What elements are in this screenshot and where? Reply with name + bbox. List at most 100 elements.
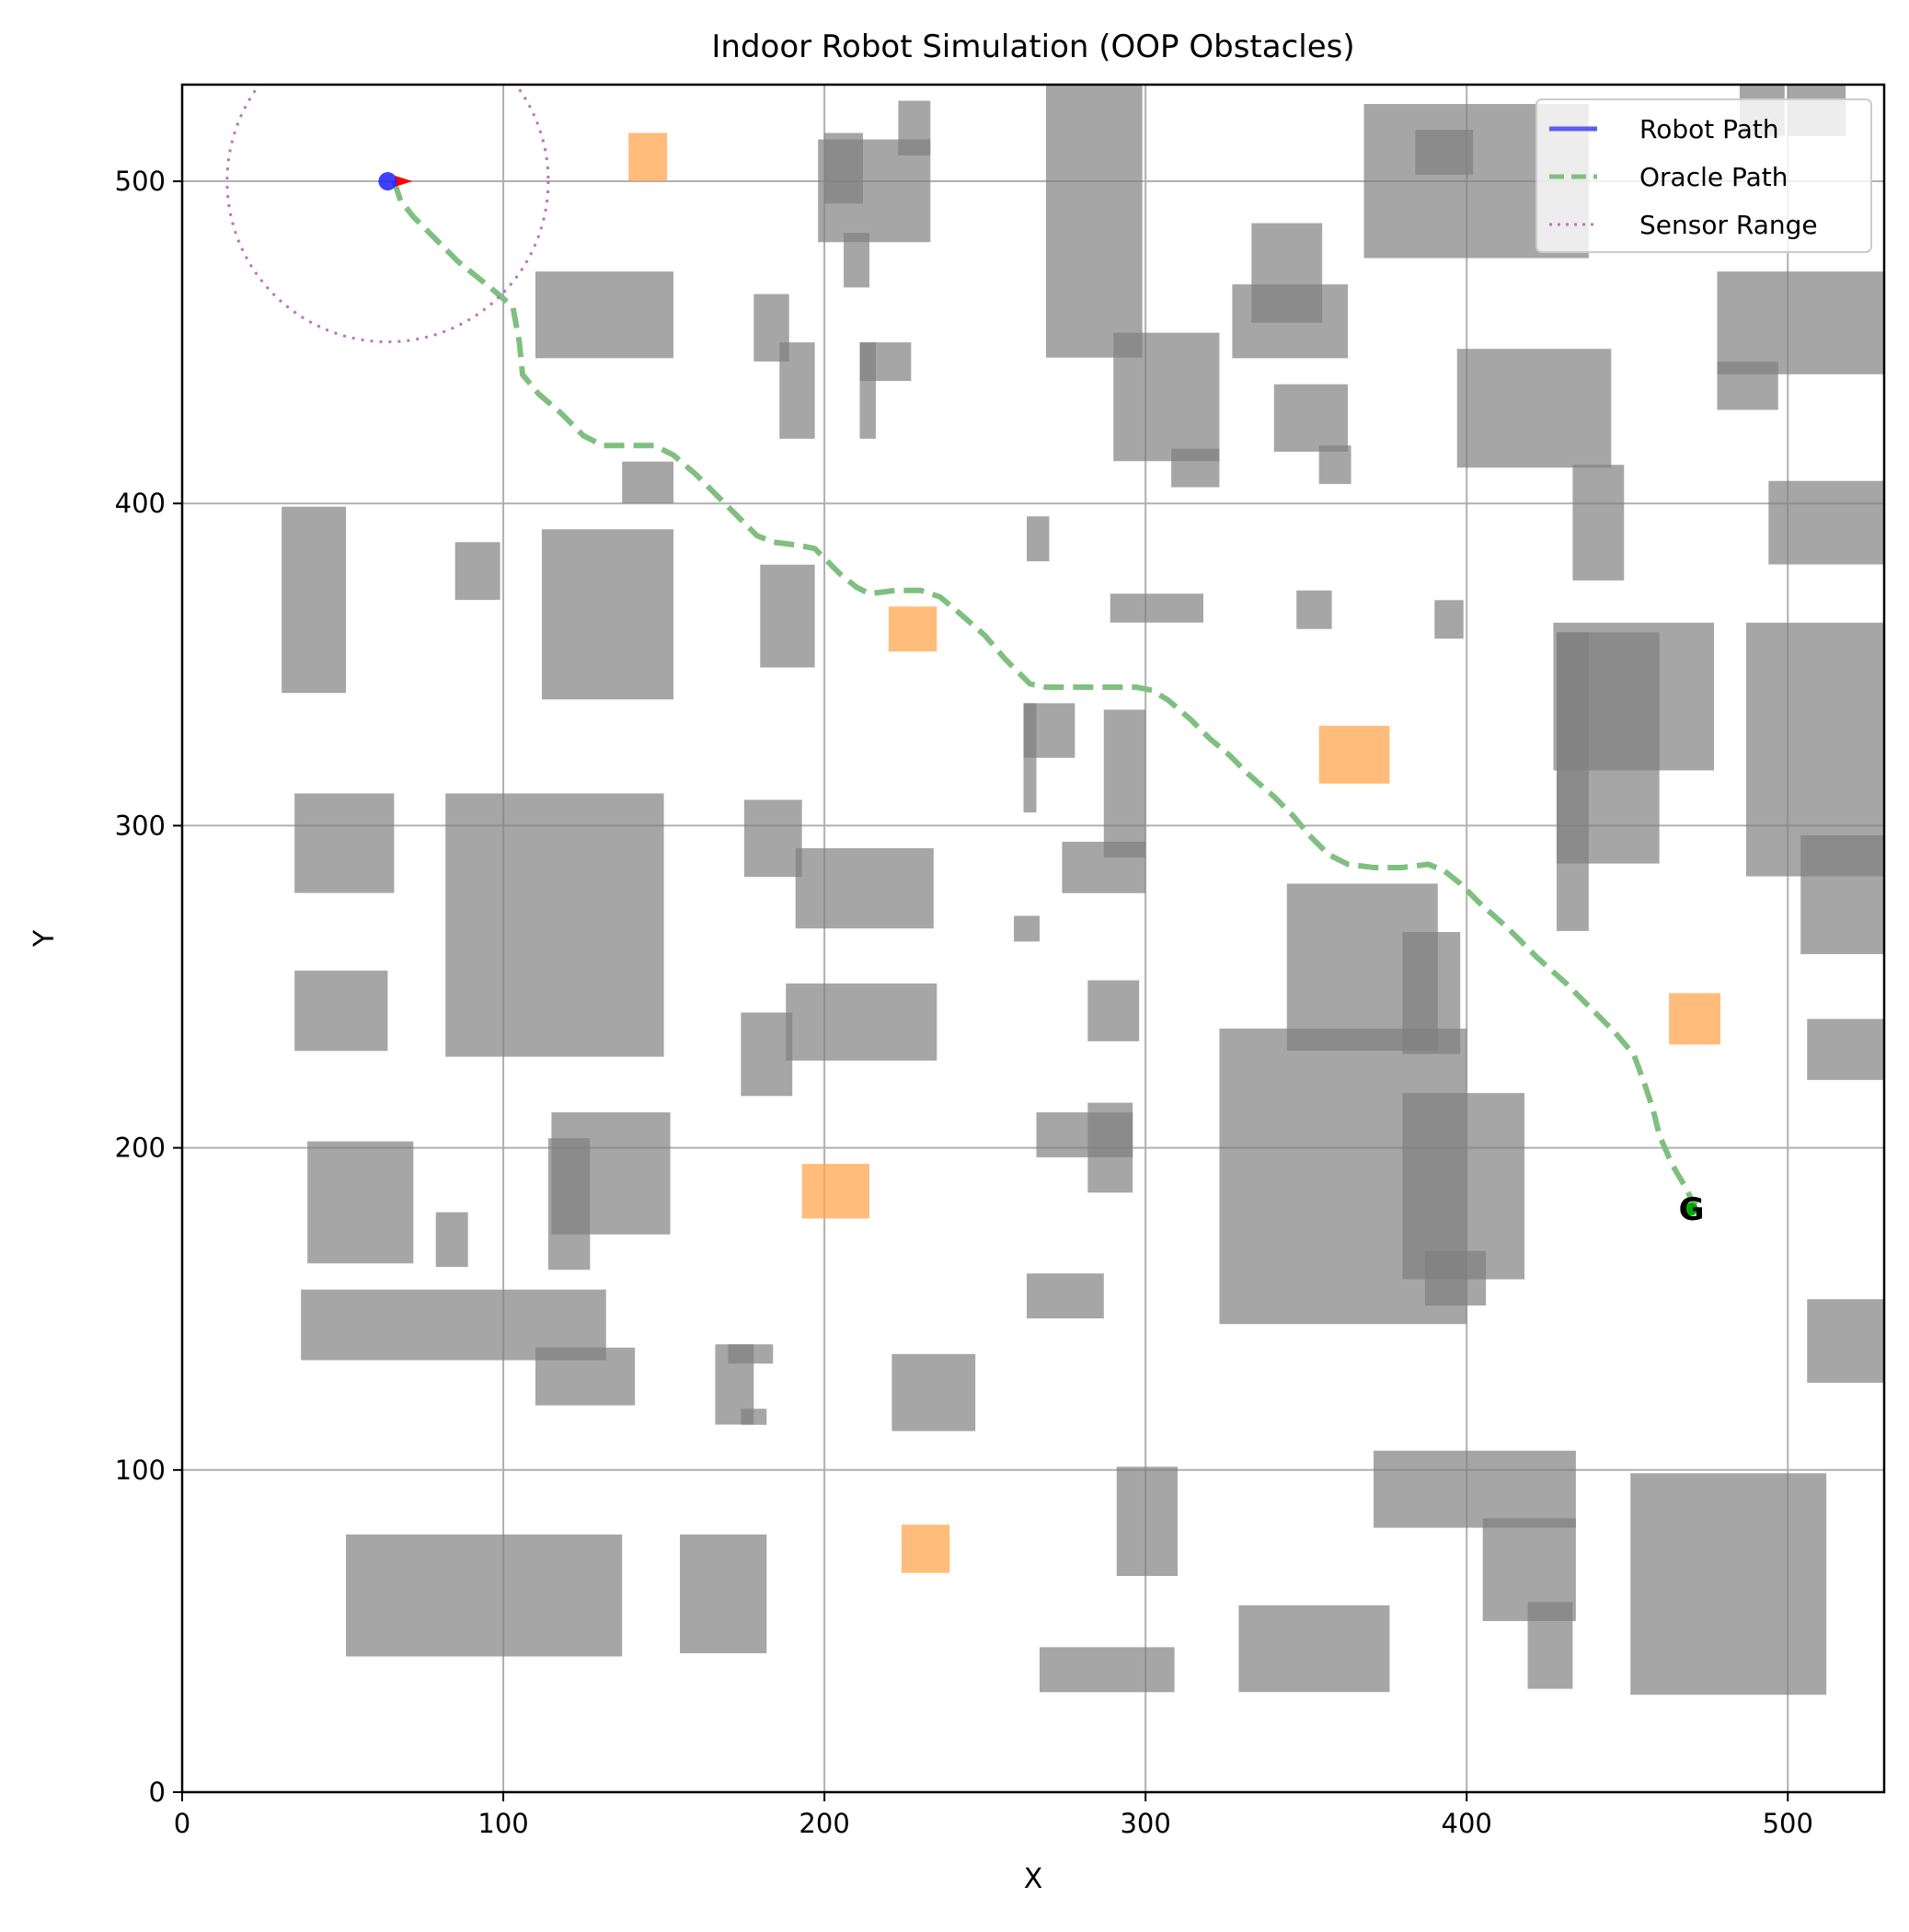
obstacle (1103, 709, 1146, 857)
robot-heading-arrow (395, 176, 413, 188)
obstacle (824, 132, 863, 204)
y-tick-label: 0 (149, 1777, 166, 1808)
obstacle (1171, 448, 1220, 488)
y-tick-label: 400 (115, 488, 166, 519)
x-tick-label: 200 (799, 1808, 849, 1839)
obstacle (294, 793, 395, 893)
goal-label: G (1679, 1191, 1705, 1228)
obstacle (1087, 980, 1140, 1041)
obstacle (1556, 632, 1589, 931)
obstacle (786, 983, 937, 1061)
obstacle (1768, 480, 1884, 565)
obstacle (1045, 85, 1143, 358)
obstacle (1116, 1466, 1179, 1576)
x-tick-label: 0 (174, 1808, 190, 1839)
obstacle (1374, 1450, 1576, 1528)
obstacle (1296, 590, 1332, 629)
hazard-zone (628, 132, 668, 181)
obstacle (1424, 1250, 1487, 1306)
obstacle (535, 1347, 636, 1406)
plot-area: G (225, 85, 1884, 1696)
obstacle (1039, 1647, 1175, 1693)
obstacle (1113, 332, 1220, 462)
axes-frame (180, 83, 1886, 1794)
obstacle (454, 542, 500, 601)
hazard-zone (1318, 725, 1390, 784)
obstacle (728, 1344, 774, 1364)
obstacle (1027, 516, 1050, 562)
x-tick-label: 400 (1442, 1808, 1492, 1839)
obstacle (680, 1534, 767, 1653)
hazard-zone (888, 606, 937, 652)
x-tick-label: 500 (1763, 1808, 1813, 1839)
legend-box (1535, 98, 1872, 253)
obstacle (346, 1534, 623, 1657)
obstacle (1232, 284, 1349, 359)
y-tick-label: 200 (115, 1133, 166, 1164)
robot-marker-group: G (378, 172, 1705, 1228)
sensor-range-circle (225, 85, 550, 344)
obstacle (1415, 130, 1474, 175)
obstacle (760, 564, 815, 668)
x-axis-label: X (1024, 1863, 1043, 1895)
obstacle (535, 271, 674, 359)
y-tick-label: 100 (115, 1455, 166, 1486)
obstacle (1800, 834, 1884, 955)
legend: Robot Path Oracle Path Sensor Range (1535, 98, 1872, 253)
obstacle (1717, 271, 1884, 374)
obstacle (1717, 362, 1778, 410)
obstacle (1402, 1093, 1525, 1280)
obstacle (1807, 1018, 1884, 1080)
x-tick-label: 100 (477, 1808, 528, 1839)
y-tick-label: 500 (115, 166, 166, 197)
obstacle (1023, 703, 1037, 813)
obstacle (844, 233, 869, 288)
obstacle (859, 342, 876, 439)
obstacle (1087, 1102, 1133, 1193)
obstacle (1527, 1602, 1573, 1689)
obstacle (541, 529, 674, 700)
y-tick-label: 300 (115, 810, 166, 841)
hazard-zones (628, 132, 1720, 1573)
y-axis-label: Y (29, 929, 61, 948)
legend-label: Sensor Range (1639, 210, 1818, 240)
hazard-zone (901, 1524, 950, 1573)
goal-marker (1685, 1202, 1698, 1216)
obstacle (307, 1141, 414, 1264)
robot-marker (378, 172, 397, 191)
obstacle (622, 461, 674, 504)
obstacle (282, 506, 347, 694)
obstacle (891, 1353, 976, 1432)
obstacles (282, 85, 1884, 1696)
obstacle (743, 799, 802, 878)
obstacle (445, 793, 664, 1057)
paths (225, 85, 1699, 1205)
obstacle (294, 971, 388, 1052)
obstacle (435, 1212, 468, 1267)
obstacle (1027, 1273, 1104, 1319)
obstacle (1807, 1299, 1884, 1383)
obstacle (1745, 622, 1884, 877)
obstacle (741, 1012, 793, 1097)
obstacle (1572, 465, 1625, 581)
obstacle (741, 1409, 767, 1425)
obstacle (795, 847, 934, 929)
obstacle (1318, 445, 1351, 485)
obstacle (1434, 600, 1464, 639)
legend-label: Oracle Path (1639, 162, 1788, 192)
obstacle (898, 100, 931, 155)
axis-ticks: 0 100 200 300 400 500 0 100 200 300 400 500 (115, 166, 1813, 1839)
x-tick-label: 300 (1120, 1808, 1170, 1839)
obstacle (1630, 1473, 1827, 1696)
obstacle (1273, 384, 1349, 452)
obstacle (1014, 915, 1040, 942)
oracle-path-line (391, 180, 1699, 1205)
obstacle (1110, 593, 1203, 623)
hazard-zone (1669, 993, 1720, 1045)
obstacle (1456, 349, 1612, 468)
legend-label: Robot Path (1639, 114, 1779, 144)
obstacle (1238, 1604, 1390, 1693)
obstacle (547, 1138, 591, 1271)
